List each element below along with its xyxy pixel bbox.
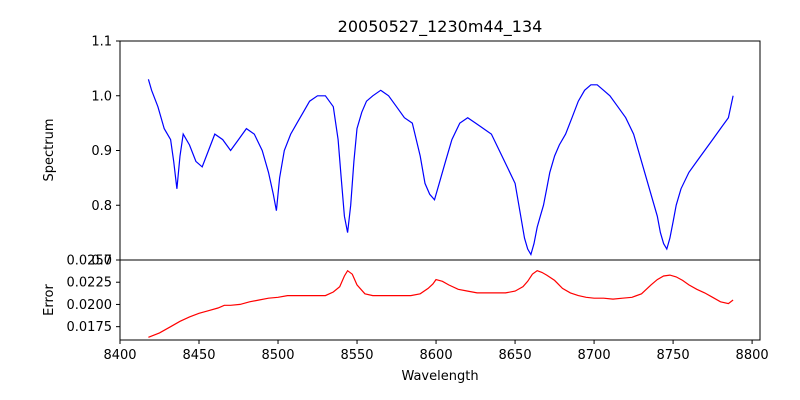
error-y-tick-label: 0.0225 — [67, 276, 113, 291]
spectrum-y-ticks: 0.7 0.8 0.9 1.0 1.1 — [91, 35, 120, 269]
spectrum-y-axis-label: Spectrum — [42, 119, 57, 182]
error-y-tick-label: 0.0175 — [67, 320, 113, 335]
spectrum-y-tick-label: 0.9 — [91, 144, 112, 159]
spectrum-panel: 0.7 0.8 0.9 1.0 1.1 Spectrum — [42, 35, 761, 269]
spectrum-y-tick-label: 1.0 — [91, 89, 112, 104]
spectrum-plot-frame — [119, 40, 761, 261]
chart-title: 20050527_1230m44_134 — [338, 17, 543, 37]
x-tick-label: 8600 — [420, 348, 453, 363]
error-panel: 0.0175 0.0200 0.0225 0.0250 8400 8450 8500 855… — [42, 254, 769, 385]
error-y-axis-label: Error — [42, 284, 57, 316]
x-tick-label: 8550 — [340, 348, 373, 363]
error-line — [148, 269, 734, 338]
x-tick-label: 8750 — [657, 348, 690, 363]
x-tick-label: 8450 — [182, 348, 215, 363]
x-tick-label: 8800 — [736, 348, 769, 363]
spectrum-line — [147, 79, 734, 257]
x-tick-label: 8400 — [103, 348, 136, 363]
spectrum-y-tick-label: 1.1 — [91, 35, 112, 50]
error-y-tick-label: 0.0250 — [67, 254, 113, 269]
error-y-ticks: 0.0175 0.0200 0.0225 0.0250 — [67, 254, 120, 335]
error-y-tick-label: 0.0200 — [67, 298, 113, 313]
x-tick-label: 8700 — [578, 348, 611, 363]
x-axis-label: Wavelength — [401, 369, 478, 384]
x-tick-label: 8650 — [499, 348, 532, 363]
error-plot-frame — [119, 259, 761, 341]
x-tick-label: 8500 — [261, 348, 294, 363]
spectrum-y-tick-label: 0.8 — [91, 199, 112, 214]
spectrum-y-tick-label: 0.7 — [91, 254, 112, 269]
wavelength-x-ticks: 8400 8450 8500 8550 8600 8650 8700 8750 8800 — [103, 340, 769, 363]
